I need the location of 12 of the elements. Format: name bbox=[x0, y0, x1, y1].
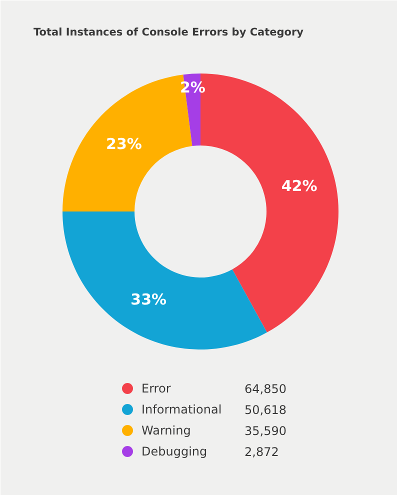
data-label: 42% bbox=[281, 177, 318, 196]
text: 64,850 bbox=[244, 382, 286, 396]
legend-label: Informational bbox=[142, 402, 222, 416]
legend-label: Warning bbox=[142, 424, 191, 438]
legend-label: Error bbox=[142, 382, 171, 396]
chart-title: Total Instances of Console Errors by Category bbox=[34, 26, 304, 38]
legend-label: Debugging bbox=[142, 444, 208, 458]
data-label: 33% bbox=[130, 290, 167, 308]
text: 50,618 bbox=[244, 403, 286, 417]
text: 35,590 bbox=[244, 424, 286, 438]
data-label: 23% bbox=[106, 135, 142, 154]
text: 2,872 bbox=[244, 445, 279, 459]
